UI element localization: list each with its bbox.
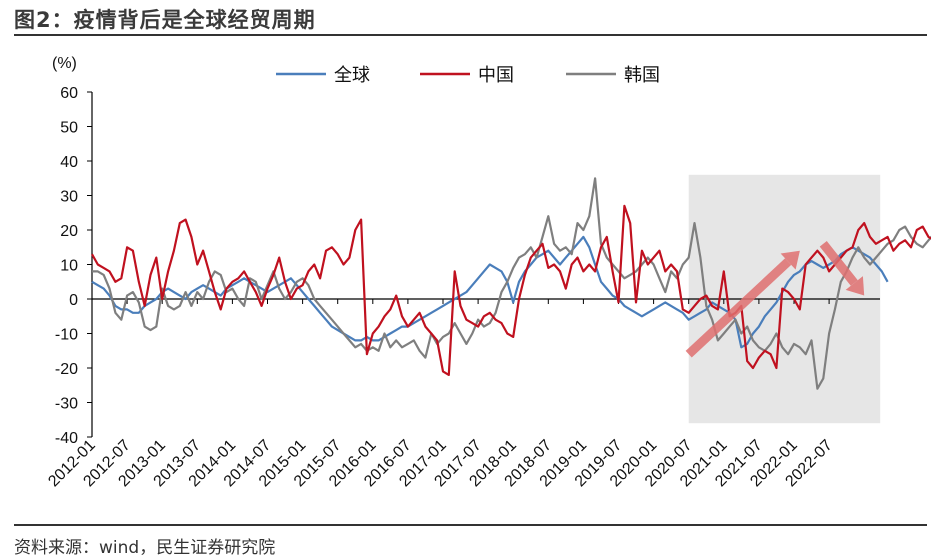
y-tick-label: 60 [60,85,78,102]
source-note: 资料来源：wind，民生证券研究院 [14,538,276,558]
y-tick-label: 30 [60,189,78,206]
y-tick-label: 10 [60,258,78,275]
footer-divider [14,524,927,526]
y-tick-label: -20 [55,361,78,378]
series-line-korea [92,177,931,390]
y-tick-label: 50 [60,120,78,137]
trend-arrows [685,241,865,358]
y-tick-label: -30 [55,396,78,413]
title-divider [14,34,927,36]
trend-arrow-1 [685,250,800,358]
legend-label: 韩国 [624,65,660,86]
legend-label: 中国 [478,65,514,86]
y-axis-ticks: 60 50 40 30 20 10 0 -10 -20 -30 -40 [55,85,92,447]
legend-label: 全球 [334,65,370,86]
series-lines [91,177,931,390]
series-line-china [91,204,931,376]
trend-arrow-head [845,276,865,296]
y-axis-unit-label: (%) [52,55,77,72]
series-line-global [91,235,889,349]
figure-title: 图2：疫情背后是全球经贸周期 [14,8,316,32]
trend-arrow-2 [819,241,865,296]
y-tick-label: 40 [60,154,78,171]
y-tick-label: -40 [55,430,78,447]
y-tick-label: 20 [60,223,78,240]
trend-arrow-head [780,250,800,270]
trend-arrow-shaft [819,241,858,286]
trend-arrow-shaft [685,258,792,358]
legend: 全球 中国 韩国 [276,65,660,86]
y-tick-label: -10 [55,327,78,344]
y-tick-label: 0 [69,292,78,309]
